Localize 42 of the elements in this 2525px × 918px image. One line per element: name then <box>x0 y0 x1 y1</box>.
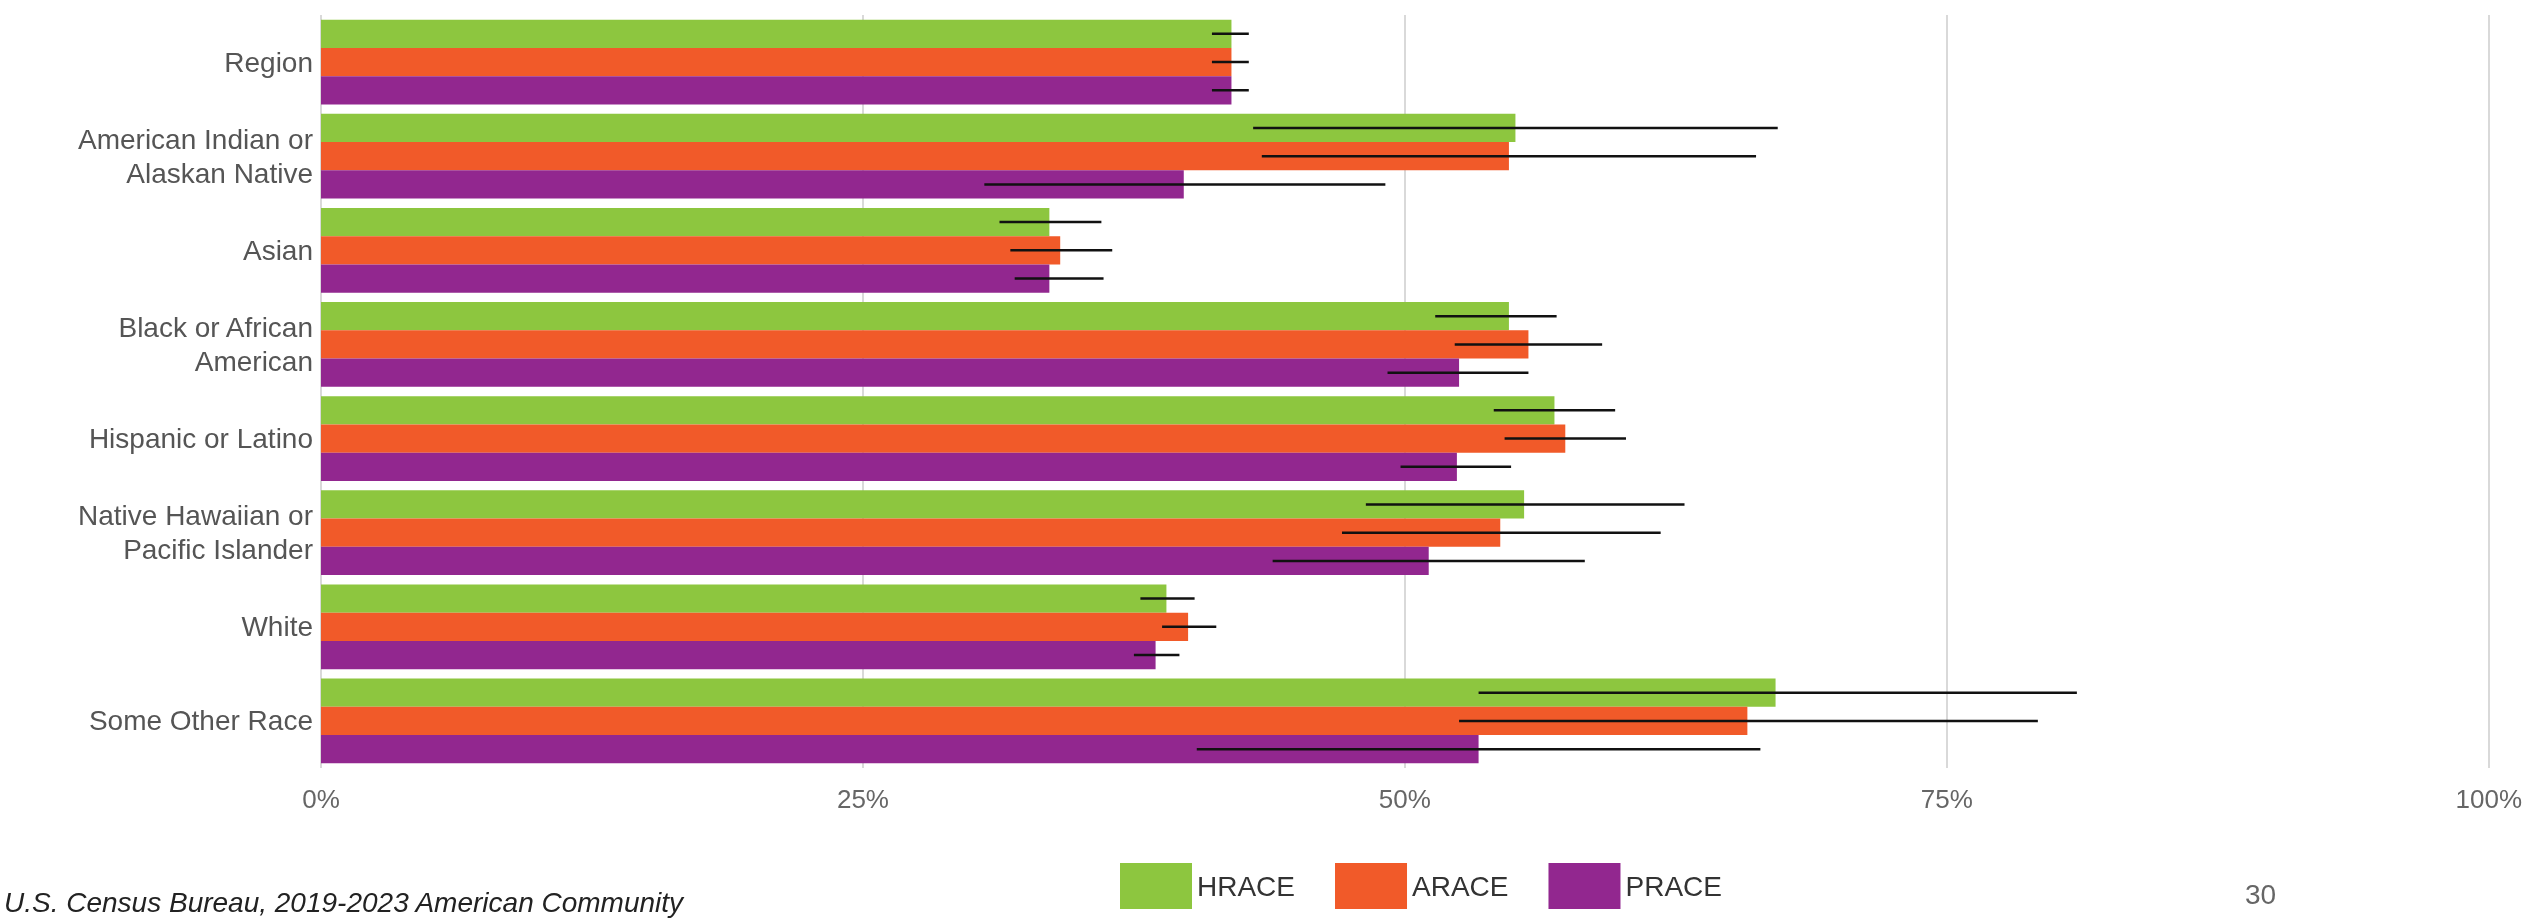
bar <box>321 113 1516 143</box>
bar <box>321 264 1050 293</box>
text: U.S. Census Bureau, 2019-2023 American Community <box>4 886 686 918</box>
bar <box>321 19 1232 48</box>
bar <box>321 735 1479 764</box>
y-tick-label: Black or African American <box>118 311 313 377</box>
x-tick-label: 75% <box>1920 784 1973 814</box>
bar <box>321 424 1566 453</box>
legend-label: HRACE <box>1197 870 1296 902</box>
bar <box>321 518 1501 547</box>
y-tick-label: Native Hawaiian or Pacific Islander <box>78 500 313 566</box>
text: 30 <box>2245 878 2277 910</box>
y-tick-label: White <box>241 611 313 643</box>
bar <box>321 490 1525 519</box>
x-tick-label: 0% <box>302 784 340 814</box>
y-tick-label: Region <box>224 46 313 78</box>
bar <box>321 236 1061 265</box>
bar <box>321 546 1429 576</box>
y-tick-label: American Indian or Alaskan Native <box>77 123 313 189</box>
bar <box>321 142 1509 171</box>
bar <box>321 706 1748 736</box>
bar <box>321 396 1555 425</box>
bar <box>321 640 1156 670</box>
bar <box>321 47 1232 77</box>
y-tick-label: Some Other Race <box>88 705 313 737</box>
bar <box>321 330 1529 359</box>
x-tick-label: 100% <box>2455 784 2522 814</box>
legend-label: ARACE <box>1412 870 1509 902</box>
legend-label: PRACE <box>1625 870 1722 902</box>
y-tick-label: Asian <box>242 234 313 266</box>
bar <box>321 302 1509 331</box>
x-tick-label: 50% <box>1378 784 1431 814</box>
bar <box>321 76 1232 105</box>
bar <box>321 612 1189 641</box>
x-tick-label: 25% <box>836 784 889 814</box>
bar <box>321 207 1050 237</box>
y-tick-label: Hispanic or Latino <box>88 423 313 455</box>
bar <box>321 584 1167 613</box>
bar <box>321 678 1776 707</box>
bar <box>321 358 1460 387</box>
bar <box>321 170 1184 199</box>
bar <box>321 452 1457 481</box>
